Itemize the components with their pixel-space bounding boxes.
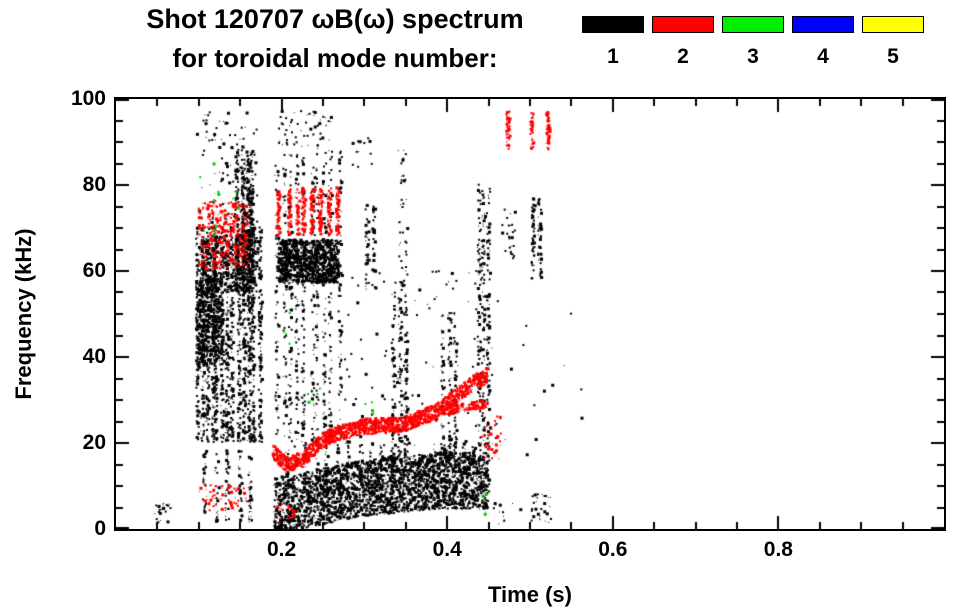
- legend-swatch-4: [792, 16, 854, 33]
- legend-entry-2: [651, 16, 715, 33]
- x-tick-label: 0.8: [763, 538, 793, 561]
- chart-title-line2: for toroidal mode number:: [172, 43, 498, 73]
- legend-entry-5: [861, 16, 925, 33]
- legend-swatch-3: [722, 16, 784, 33]
- y-tick-label: 0: [94, 517, 106, 540]
- legend-swatch-5: [862, 16, 924, 33]
- x-tick-label: 0.2: [266, 538, 297, 561]
- legend-number-5: 5: [887, 45, 899, 68]
- legend-label-row: 1 2 3 4 5: [581, 45, 931, 69]
- x-tick-label: 0.4: [432, 538, 462, 561]
- x-axis-title: Time (s): [488, 582, 572, 607]
- y-tick-label: 80: [82, 173, 106, 196]
- legend-swatch-1: [582, 16, 644, 33]
- chart-title-line1: Shot 120707 ωB(ω) spectrum: [146, 4, 524, 34]
- legend-swatch-2: [652, 16, 714, 33]
- y-tick-label: 20: [82, 431, 106, 454]
- chart-canvas: [116, 99, 944, 529]
- legend-number-3: 3: [747, 45, 759, 68]
- y-tick-label: 100: [70, 87, 106, 110]
- legend-swatch-row: [581, 16, 931, 33]
- y-tick-label: 40: [82, 345, 106, 368]
- legend-entry-3: [721, 16, 785, 33]
- y-axis-title: Frequency (kHz): [11, 228, 36, 400]
- x-tick-label: 0.6: [598, 538, 628, 561]
- legend-number-1: 1: [607, 45, 619, 68]
- plot-frame: [114, 97, 946, 531]
- legend-entry-4: [791, 16, 855, 33]
- legend-entry-1: [581, 16, 645, 33]
- y-tick-label: 60: [82, 259, 106, 282]
- legend-number-2: 2: [677, 45, 689, 68]
- legend-number-4: 4: [817, 45, 829, 68]
